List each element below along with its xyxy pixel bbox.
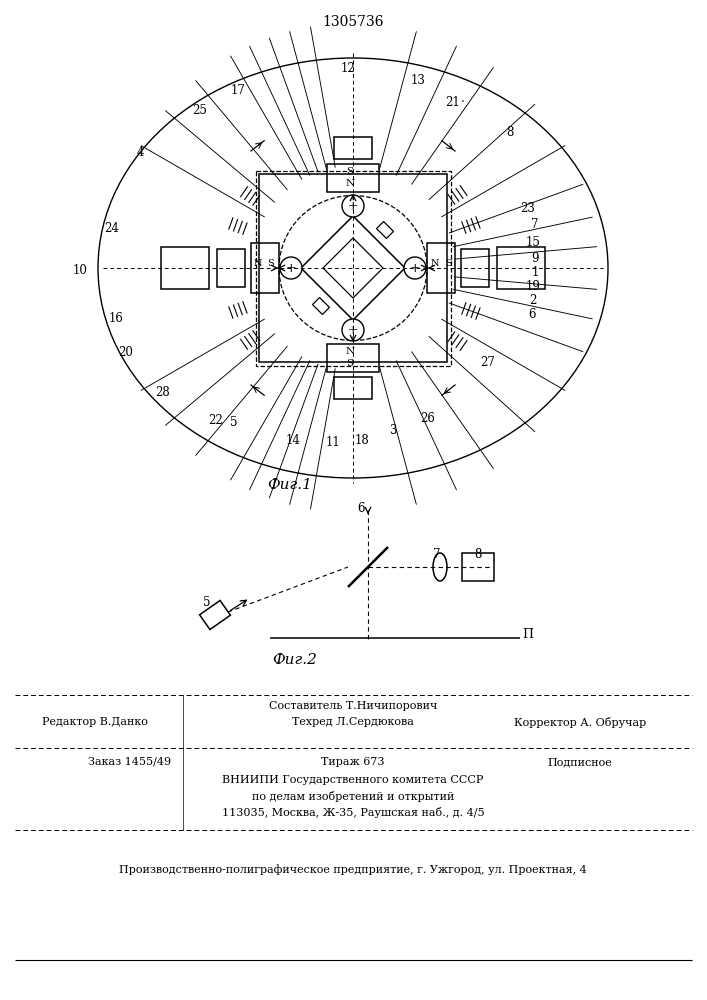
Text: Составитель Т.Ничипорович: Составитель Т.Ничипорович [269,701,437,711]
Ellipse shape [433,553,447,581]
Text: 11: 11 [326,436,340,450]
Bar [255,170,450,365]
Text: 27: 27 [481,356,496,368]
Text: N: N [254,258,262,267]
Bar [217,249,245,287]
Bar [251,243,279,293]
Text: Подписное: Подписное [548,757,612,767]
Text: 6: 6 [358,502,365,516]
Text: S: S [346,360,354,368]
Text: 18: 18 [355,434,369,446]
Text: +: + [286,261,296,274]
Circle shape [404,257,426,279]
Text: 22: 22 [209,414,223,426]
Text: N: N [431,258,439,267]
Text: 4: 4 [136,145,144,158]
Text: 3: 3 [390,424,397,436]
Text: 20: 20 [119,346,134,359]
Text: 17: 17 [230,84,245,97]
Text: 26: 26 [421,412,436,424]
Text: S: S [268,258,274,267]
Text: Корректор А. Обручар: Корректор А. Обручар [514,716,646,728]
Text: 9: 9 [531,251,539,264]
Text: по делам изобретений и открытий: по делам изобретений и открытий [252,790,454,802]
Text: Редактор В.Данко: Редактор В.Данко [42,717,148,727]
Text: 12: 12 [341,62,356,75]
Text: +: + [348,324,358,336]
Text: 2: 2 [530,294,537,306]
Text: П: П [522,629,533,642]
Text: 21: 21 [445,96,460,108]
Text: 7: 7 [433,548,440,562]
Text: 13: 13 [411,74,426,87]
Bar [327,344,379,372]
Circle shape [280,257,302,279]
Text: 8: 8 [474,548,481,562]
Text: N: N [346,180,355,188]
Bar [461,249,489,287]
Text: Производственно-полиграфическое предприятие, г. Ужгород, ул. Проектная, 4: Производственно-полиграфическое предприя… [119,865,587,875]
Text: N: N [346,348,355,357]
Text: 19: 19 [525,279,540,292]
Text: Техред Л.Сердюкова: Техред Л.Сердюкова [292,717,414,727]
Text: S: S [346,167,354,176]
Text: +: + [348,200,358,213]
Bar [259,174,447,362]
Bar [462,553,494,581]
Bar [497,247,545,289]
Text: 23: 23 [520,202,535,215]
Text: 1: 1 [532,265,539,278]
Text: 28: 28 [156,385,170,398]
Text: 24: 24 [105,222,119,234]
Text: 8: 8 [506,125,514,138]
Text: Фиг.2: Фиг.2 [273,653,317,667]
Text: 1305736: 1305736 [322,15,384,29]
Bar [427,243,455,293]
Text: Фиг.1: Фиг.1 [267,478,312,492]
Bar [161,247,209,289]
Circle shape [342,319,364,341]
Text: Тираж 673: Тираж 673 [321,757,385,767]
Text: 113035, Москва, Ж-35, Раушская наб., д. 4/5: 113035, Москва, Ж-35, Раушская наб., д. … [222,806,484,818]
Text: 25: 25 [192,104,207,116]
Text: S: S [445,258,451,267]
Text: 16: 16 [109,312,124,324]
Text: 15: 15 [525,235,540,248]
Text: ·: · [461,96,465,108]
Text: 10: 10 [73,263,88,276]
Text: 14: 14 [286,434,300,446]
Circle shape [342,195,364,217]
Text: ВНИИПИ Государственного комитета СССР: ВНИИПИ Государственного комитета СССР [222,775,484,785]
Bar [334,377,372,399]
Text: 7: 7 [531,218,539,231]
Bar [327,164,379,192]
Text: 5: 5 [203,595,211,608]
Text: 5: 5 [230,416,238,428]
Text: 6: 6 [528,308,536,320]
Bar [334,137,372,159]
Text: Заказ 1455/49: Заказ 1455/49 [88,757,171,767]
Text: +: + [409,261,421,274]
